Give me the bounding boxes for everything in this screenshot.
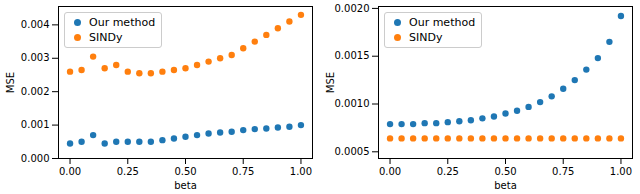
svg-text:1.00: 1.00 <box>610 166 632 177</box>
svg-text:MSE: MSE <box>5 72 16 93</box>
svg-text:0.50: 0.50 <box>174 166 196 177</box>
html-text:SINDy: SINDy <box>89 31 123 44</box>
html-text:SINDy: SINDy <box>409 31 443 44</box>
svg-text:0.0010: 0.0010 <box>335 98 370 109</box>
svg-text:beta: beta <box>174 180 197 191</box>
svg-text:0.75: 0.75 <box>552 166 574 177</box>
svg-text:0.000: 0.000 <box>21 153 50 164</box>
svg-text:0.75: 0.75 <box>232 166 254 177</box>
svg-text:MSE: MSE <box>325 72 336 93</box>
svg-text:0.002: 0.002 <box>21 86 50 97</box>
svg-text:0.003: 0.003 <box>21 52 50 63</box>
svg-text:0.0005: 0.0005 <box>335 146 370 157</box>
svg-text:0.50: 0.50 <box>494 166 516 177</box>
svg-text:0.004: 0.004 <box>21 19 50 30</box>
svg-text:0.0015: 0.0015 <box>335 50 370 61</box>
svg-text:0.25: 0.25 <box>117 166 139 177</box>
svg-text:0.001: 0.001 <box>21 119 50 130</box>
svg-text:beta: beta <box>494 180 517 191</box>
html-text:Our method: Our method <box>409 16 476 29</box>
svg-text:0.25: 0.25 <box>437 166 459 177</box>
svg-text:1.00: 1.00 <box>290 166 312 177</box>
html-text:Our method: Our method <box>89 16 156 29</box>
svg-text:0.0020: 0.0020 <box>335 3 370 14</box>
svg-text:0.00: 0.00 <box>379 166 401 177</box>
svg-text:0.00: 0.00 <box>59 166 81 177</box>
